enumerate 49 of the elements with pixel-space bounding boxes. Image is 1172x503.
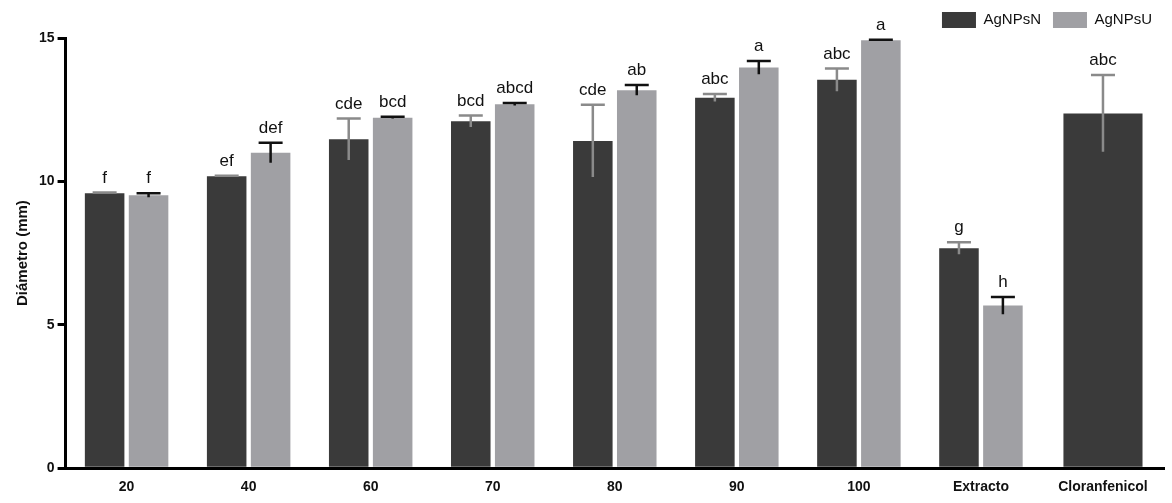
bar	[494, 104, 535, 467]
bar	[206, 176, 247, 467]
bar	[739, 67, 779, 467]
bar	[616, 90, 657, 467]
bar	[817, 79, 857, 467]
data-label: f	[102, 167, 108, 187]
bar	[250, 152, 291, 467]
data-label: abc	[701, 69, 730, 89]
x-tick-label: 80	[607, 478, 623, 495]
legend-label: AgNPsU	[1094, 10, 1153, 28]
data-label: f	[146, 168, 152, 188]
bar	[128, 195, 169, 467]
y-tick-label: 5	[46, 315, 55, 332]
bar	[861, 40, 901, 467]
data-label: g	[954, 217, 964, 237]
bar	[372, 117, 413, 467]
x-tick-label: 70	[484, 478, 501, 495]
bar	[695, 97, 735, 467]
data-label: h	[998, 272, 1008, 292]
data-label: a	[754, 36, 765, 56]
x-tick-label: 100	[847, 478, 871, 495]
data-label: cde	[579, 80, 607, 100]
bar	[328, 139, 369, 467]
data-label: bcd	[457, 90, 485, 110]
x-tick-label: Extracto	[952, 478, 1009, 495]
data-label: ab	[627, 60, 647, 80]
data-label: abc	[823, 43, 852, 63]
bar	[983, 305, 1023, 467]
x-tick-label: Cloranfenicol	[1058, 478, 1148, 495]
x-tick-label: 20	[118, 478, 135, 495]
y-tick-label: 0	[46, 459, 55, 476]
data-label: ef	[219, 150, 235, 170]
data-label: bcd	[378, 92, 407, 112]
bar	[451, 121, 491, 467]
data-label: abcd	[496, 78, 534, 98]
x-tick-label: 40	[240, 478, 257, 495]
data-label: def	[258, 117, 283, 137]
y-axis-title: Diámetro (mm)	[13, 200, 31, 307]
x-tick-label: 60	[362, 478, 379, 495]
y-tick-label: 15	[38, 28, 55, 45]
bar	[84, 193, 125, 467]
bar	[939, 248, 979, 467]
y-tick-label: 10	[38, 172, 55, 189]
bar	[573, 140, 613, 467]
data-label: cde	[335, 93, 363, 113]
data-label: a	[876, 14, 887, 34]
data-label: abc	[1089, 50, 1118, 70]
legend-label: AgNPsN	[983, 10, 1041, 28]
x-tick-label: 90	[729, 478, 745, 495]
